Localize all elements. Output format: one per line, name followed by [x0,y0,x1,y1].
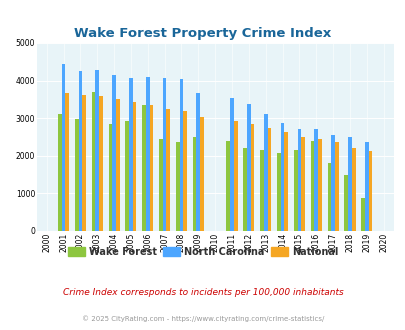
Text: Crime Index corresponds to incidents per 100,000 inhabitants: Crime Index corresponds to incidents per… [62,287,343,297]
Bar [347,137,351,231]
Bar [112,75,116,231]
Bar [250,124,254,231]
Bar [284,132,288,231]
Bar [116,99,119,231]
Bar [230,98,233,231]
Bar [233,121,237,231]
Bar [149,105,153,231]
Bar [142,105,145,231]
Bar [145,77,149,231]
Bar [364,142,368,231]
Bar [162,78,166,231]
Bar [166,109,170,231]
Bar [226,141,230,231]
Bar [75,118,78,231]
Bar [65,93,69,231]
Bar [301,137,304,231]
Bar [327,163,330,231]
Bar [200,117,203,231]
Bar [263,115,267,231]
Bar [132,102,136,231]
Bar [276,153,280,231]
Bar [293,150,297,231]
Bar [62,64,65,231]
Bar [179,79,183,231]
Bar [313,129,318,231]
Bar [108,124,112,231]
Bar [99,96,102,231]
Bar [334,142,338,231]
Bar [192,137,196,231]
Bar [360,198,364,231]
Bar [92,92,95,231]
Bar [58,115,62,231]
Bar [183,111,187,231]
Text: Wake Forest Property Crime Index: Wake Forest Property Crime Index [74,26,331,40]
Bar [196,93,200,231]
Bar [260,150,263,231]
Bar [78,71,82,231]
Bar [297,129,301,231]
Bar [82,95,86,231]
Text: © 2025 CityRating.com - https://www.cityrating.com/crime-statistics/: © 2025 CityRating.com - https://www.city… [82,315,323,322]
Bar [125,121,129,231]
Legend: Wake Forest, North Carolina, National: Wake Forest, North Carolina, National [64,243,341,261]
Bar [310,141,313,231]
Bar [246,104,250,231]
Bar [129,78,132,231]
Bar [267,128,271,231]
Bar [243,148,246,231]
Bar [351,148,355,231]
Bar [280,123,284,231]
Bar [368,151,371,231]
Bar [175,142,179,231]
Bar [330,135,334,231]
Bar [95,70,99,231]
Bar [318,139,321,231]
Bar [159,139,162,231]
Bar [343,175,347,231]
